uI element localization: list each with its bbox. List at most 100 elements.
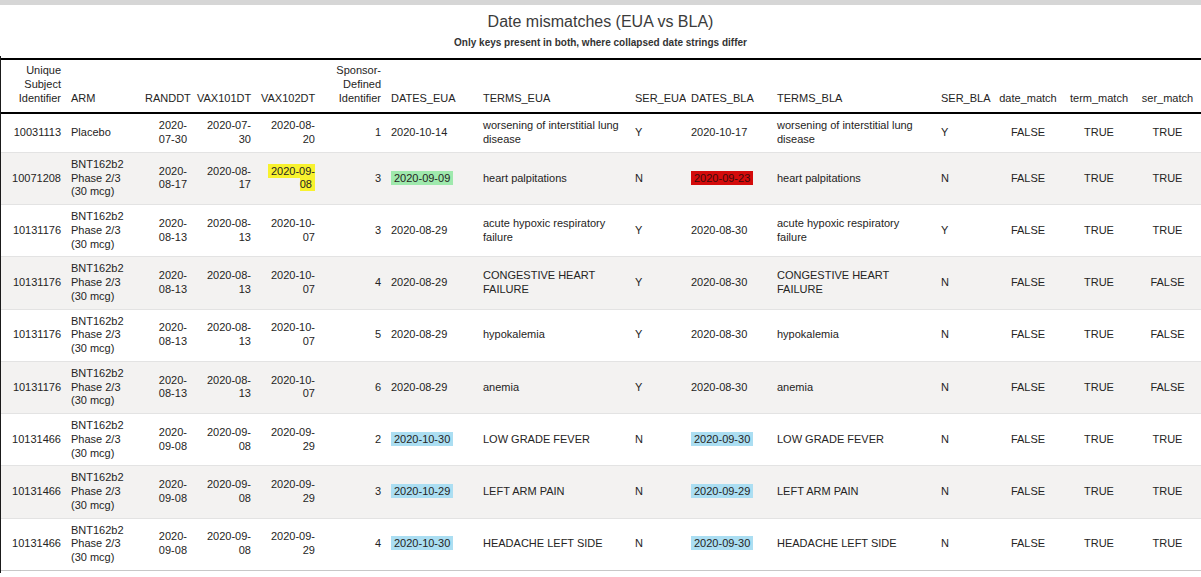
cell-terms_bla: CONGESTIVE HEART FAILURE [772, 257, 936, 309]
cell-ser_eua: Y [630, 309, 686, 361]
column-header-terms_eua[interactable]: TERMS_EUA [478, 59, 630, 113]
cell-arm: BNT162b2 Phase 2/3 (30 mcg) [66, 414, 140, 466]
cell-usubjid: 10131176 [0, 309, 66, 361]
cell-dates_bla: 2020-09-30 [686, 414, 772, 466]
highlighted-date-blue: 2020-09-30 [691, 432, 753, 446]
column-header-vax101dt[interactable]: VAX101DT [192, 59, 256, 113]
column-header-usubjid[interactable]: Unique Subject Identifier [0, 59, 66, 113]
cell-spid: 4 [320, 518, 386, 570]
table-row: 10131466BNT162b2 Phase 2/3 (30 mcg) 2020-… [0, 414, 1201, 466]
column-header-ser_eua[interactable]: SER_EUA [630, 59, 686, 113]
cell-terms_eua: hypokalemia [478, 309, 630, 361]
cell-ser_bla: N [936, 466, 992, 518]
cell-ser_eua: N [630, 414, 686, 466]
cell-terms_eua: worsening of interstitial lung disease [478, 113, 630, 152]
highlighted-date-green: 2020-09-09 [391, 171, 453, 185]
cell-dates_eua: 2020-08-29 [386, 205, 478, 257]
cell-usubjid: 10131176 [0, 361, 66, 413]
cell-date_match: FALSE [992, 414, 1064, 466]
cell-dates_bla: 2020-08-30 [686, 205, 772, 257]
table-body: 10031113Placebo2020-07-302020-07-302020-… [0, 113, 1201, 570]
highlighted-date-blue: 2020-09-29 [691, 484, 753, 498]
cell-randdt: 2020-07-30 [140, 113, 192, 152]
cell-ser_bla: Y [936, 113, 992, 152]
cell-dates_bla: 2020-08-30 [686, 361, 772, 413]
cell-dates_bla: 2020-09-30 [686, 518, 772, 570]
cell-randdt: 2020-08-13 [140, 361, 192, 413]
cell-arm: BNT162b2 Phase 2/3 (30 mcg) [66, 152, 140, 204]
cell-ser_match: FALSE [1134, 309, 1201, 361]
cell-term_match: TRUE [1064, 257, 1134, 309]
cell-terms_bla: anemia [772, 361, 936, 413]
table-left-edge [0, 56, 1, 573]
cell-spid: 3 [320, 466, 386, 518]
column-header-dates_eua[interactable]: DATES_EUA [386, 59, 478, 113]
column-header-term_match[interactable]: term_match [1064, 59, 1134, 113]
column-header-ser_match[interactable]: ser_match [1134, 59, 1201, 113]
cell-terms_bla: LOW GRADE FEVER [772, 414, 936, 466]
cell-ser_match: TRUE [1134, 205, 1201, 257]
cell-randdt: 2020-09-08 [140, 466, 192, 518]
cell-terms_eua: HEADACHE LEFT SIDE [478, 518, 630, 570]
top-scrollbar-track[interactable] [0, 0, 1201, 5]
column-header-vax102dt[interactable]: VAX102DT [256, 59, 320, 113]
column-header-date_match[interactable]: date_match [992, 59, 1064, 113]
cell-spid: 1 [320, 113, 386, 152]
column-header-randdt[interactable]: RANDDT [140, 59, 192, 113]
cell-ser_bla: N [936, 414, 992, 466]
cell-randdt: 2020-08-17 [140, 152, 192, 204]
cell-dates_bla: 2020-10-17 [686, 113, 772, 152]
cell-dates_eua: 2020-08-29 [386, 309, 478, 361]
data-table: Unique Subject IdentifierARMRANDDTVAX101… [0, 58, 1201, 571]
cell-spid: 3 [320, 205, 386, 257]
cell-usubjid: 10131466 [0, 414, 66, 466]
column-header-dates_bla[interactable]: DATES_BLA [686, 59, 772, 113]
cell-date_match: FALSE [992, 152, 1064, 204]
cell-vax101dt: 2020-09-08 [192, 466, 256, 518]
cell-usubjid: 10031113 [0, 113, 66, 152]
column-header-spid[interactable]: Sponsor-Defined Identifier [320, 59, 386, 113]
cell-dates_eua: 2020-08-29 [386, 257, 478, 309]
cell-vax102dt: 2020-10-07 [256, 257, 320, 309]
column-header-arm[interactable]: ARM [66, 59, 140, 113]
cell-usubjid: 10131176 [0, 257, 66, 309]
cell-term_match: TRUE [1064, 309, 1134, 361]
cell-arm: BNT162b2 Phase 2/3 (30 mcg) [66, 361, 140, 413]
cell-arm: BNT162b2 Phase 2/3 (30 mcg) [66, 205, 140, 257]
cell-term_match: TRUE [1064, 414, 1134, 466]
cell-ser_match: TRUE [1134, 518, 1201, 570]
cell-terms_eua: heart palpitations [478, 152, 630, 204]
table-row: 10031113Placebo2020-07-302020-07-302020-… [0, 113, 1201, 152]
cell-vax101dt: 2020-08-13 [192, 309, 256, 361]
cell-terms_eua: anemia [478, 361, 630, 413]
cell-vax101dt: 2020-08-13 [192, 257, 256, 309]
cell-dates_bla: 2020-09-29 [686, 466, 772, 518]
cell-ser_eua: Y [630, 361, 686, 413]
cell-dates_eua: 2020-08-29 [386, 361, 478, 413]
cell-ser_eua: N [630, 518, 686, 570]
table-row: 10131176BNT162b2 Phase 2/3 (30 mcg) 2020-… [0, 205, 1201, 257]
cell-randdt: 2020-08-13 [140, 257, 192, 309]
cell-term_match: TRUE [1064, 361, 1134, 413]
cell-arm: BNT162b2 Phase 2/3 (30 mcg) [66, 257, 140, 309]
report-page: Date mismatches (EUA vs BLA) Only keys p… [0, 0, 1201, 571]
cell-arm: BNT162b2 Phase 2/3 (30 mcg) [66, 518, 140, 570]
cell-date_match: FALSE [992, 361, 1064, 413]
highlighted-date-blue: 2020-10-30 [391, 432, 453, 446]
cell-vax101dt: 2020-07-30 [192, 113, 256, 152]
column-header-ser_bla[interactable]: SER_BLA [936, 59, 992, 113]
column-header-terms_bla[interactable]: TERMS_BLA [772, 59, 936, 113]
cell-ser_bla: N [936, 309, 992, 361]
title-block: Date mismatches (EUA vs BLA) Only keys p… [0, 12, 1201, 49]
cell-terms_bla: LEFT ARM PAIN [772, 466, 936, 518]
cell-usubjid: 10071208 [0, 152, 66, 204]
cell-ser_match: FALSE [1134, 361, 1201, 413]
cell-spid: 5 [320, 309, 386, 361]
cell-ser_match: TRUE [1134, 113, 1201, 152]
cell-usubjid: 10131176 [0, 205, 66, 257]
cell-spid: 6 [320, 361, 386, 413]
cell-term_match: TRUE [1064, 205, 1134, 257]
cell-ser_eua: N [630, 466, 686, 518]
table-row: 10131466BNT162b2 Phase 2/3 (30 mcg)2020-… [0, 518, 1201, 570]
cell-ser_eua: Y [630, 113, 686, 152]
